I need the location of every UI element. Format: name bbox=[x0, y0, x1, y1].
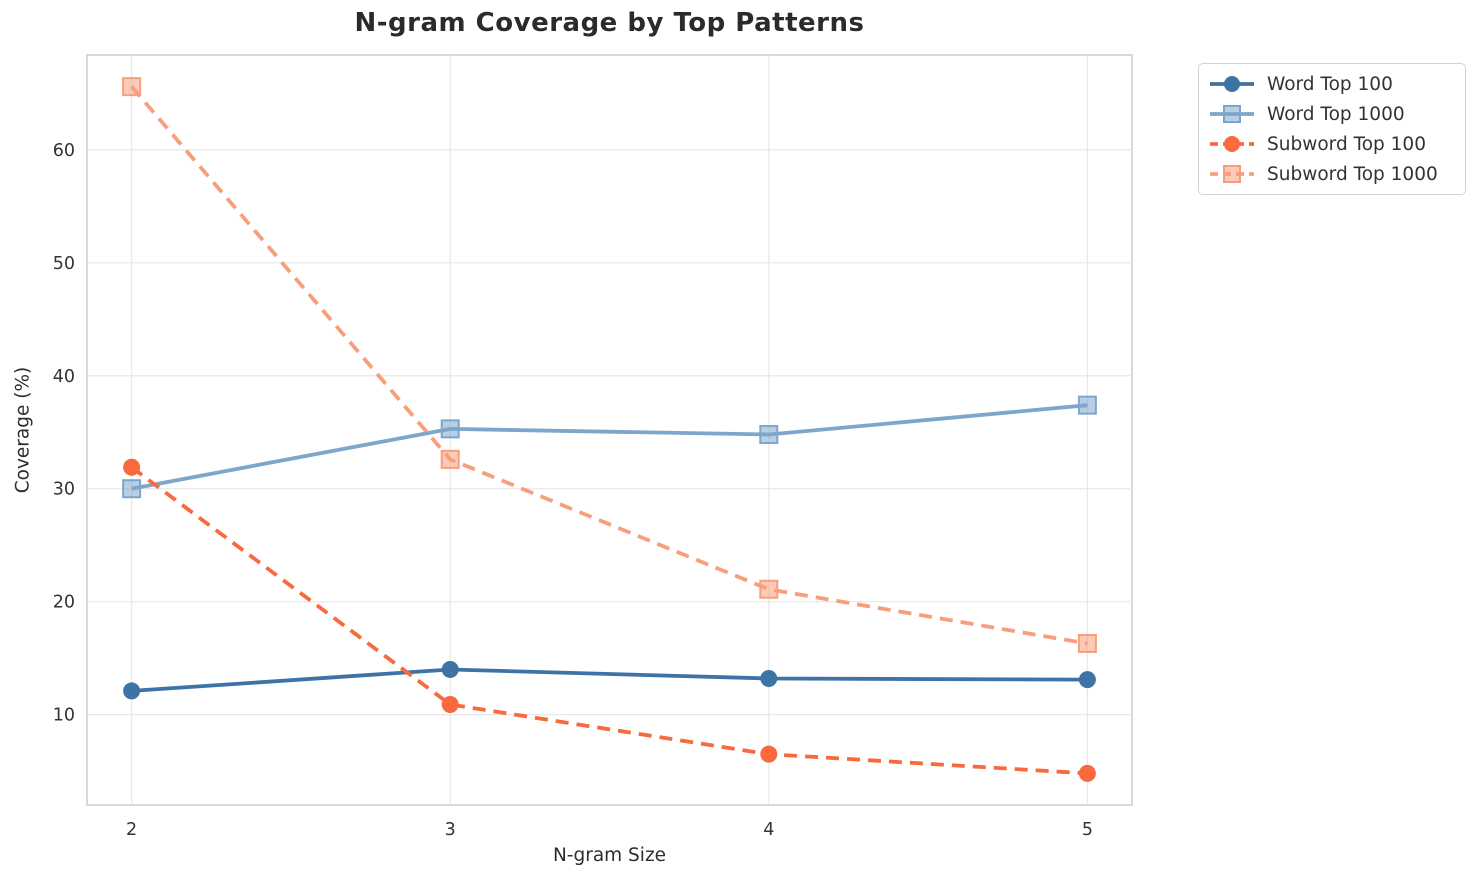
data-point-marker bbox=[122, 77, 142, 97]
y-tick-label: 10 bbox=[53, 706, 75, 726]
data-point-marker bbox=[441, 695, 459, 713]
data-point-marker bbox=[759, 579, 779, 599]
legend-item: Word Top 100 bbox=[1209, 69, 1457, 99]
x-tick-label: 3 bbox=[445, 820, 456, 840]
legend-marker-circle-icon bbox=[1210, 136, 1254, 152]
data-point-marker bbox=[1077, 395, 1097, 415]
legend-item: Word Top 1000 bbox=[1209, 99, 1457, 129]
data-point-marker bbox=[441, 660, 459, 678]
legend-label: Subword Top 100 bbox=[1267, 133, 1426, 155]
y-tick-label: 50 bbox=[53, 254, 75, 274]
legend-item: Subword Top 100 bbox=[1209, 129, 1457, 159]
y-tick-label: 20 bbox=[53, 593, 75, 613]
y-tick-label: 30 bbox=[53, 480, 75, 500]
data-point-marker bbox=[122, 479, 142, 499]
data-point-marker bbox=[1077, 633, 1097, 653]
series-line bbox=[130, 465, 1088, 776]
data-point-marker bbox=[760, 745, 778, 763]
data-point-marker bbox=[759, 425, 779, 445]
data-point-marker bbox=[760, 669, 778, 687]
y-tick-label: 60 bbox=[53, 141, 75, 161]
series-line bbox=[130, 85, 1088, 646]
data-point-marker bbox=[1078, 671, 1096, 689]
data-point-marker bbox=[1078, 764, 1096, 782]
x-tick-label: 2 bbox=[126, 820, 137, 840]
series-line bbox=[131, 667, 1088, 693]
legend-label: Word Top 100 bbox=[1267, 73, 1393, 95]
legend-marker-square-icon bbox=[1210, 165, 1254, 183]
legend-marker-circle-icon bbox=[1210, 76, 1254, 92]
y-tick-label: 40 bbox=[53, 367, 75, 387]
y-axis-label: Coverage (%) bbox=[12, 366, 34, 494]
x-tick-label: 4 bbox=[763, 820, 774, 840]
legend-marker-square-icon bbox=[1210, 105, 1254, 123]
x-axis-label: N-gram Size bbox=[552, 845, 667, 866]
data-point-marker bbox=[440, 419, 460, 439]
data-point-marker bbox=[123, 458, 141, 476]
legend: Word Top 100 Word Top 1000 Subword Top 100… bbox=[1198, 63, 1466, 195]
legend-item: Subword Top 1000 bbox=[1209, 159, 1457, 189]
chart-title: N-gram Coverage by Top Patterns bbox=[354, 8, 865, 38]
x-tick-label: 5 bbox=[1082, 820, 1093, 840]
legend-label: Subword Top 1000 bbox=[1267, 163, 1438, 185]
legend-label: Word Top 1000 bbox=[1267, 103, 1405, 125]
data-point-marker bbox=[123, 682, 141, 700]
series-line bbox=[131, 403, 1088, 491]
data-point-marker bbox=[440, 449, 460, 469]
